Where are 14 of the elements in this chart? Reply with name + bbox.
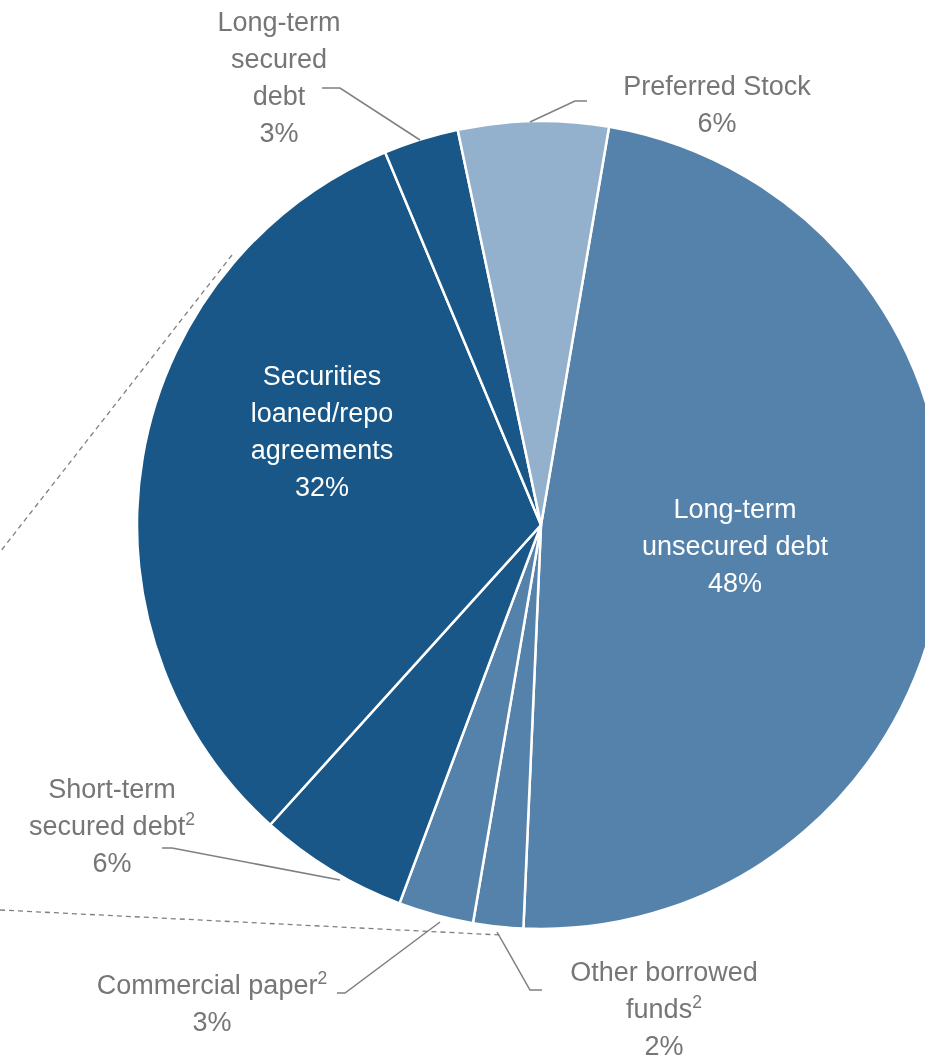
slice-label: Commercial paper$^{2}$ (96, 967, 328, 1000)
data-label: 6% (697, 107, 737, 138)
slice-label: Short-term secured debt$^{2}$ (29, 774, 195, 841)
data-label: 2% (644, 1031, 684, 1058)
data-label: 3% (192, 1006, 232, 1037)
slice-label: Preferred Stock (623, 70, 812, 101)
slice-label: Securities loaned/repo agreements (250, 360, 394, 465)
slice-label: Long-term secured debt (217, 6, 341, 111)
data-label: 32% (294, 471, 350, 502)
data-label: 3% (259, 117, 299, 148)
data-label: 48% (707, 568, 763, 598)
slice-label: Other borrowed funds$^{2}$ (570, 957, 758, 1024)
data-label: 6% (92, 848, 132, 878)
slice-label: Long-term unsecured debt (641, 494, 829, 561)
